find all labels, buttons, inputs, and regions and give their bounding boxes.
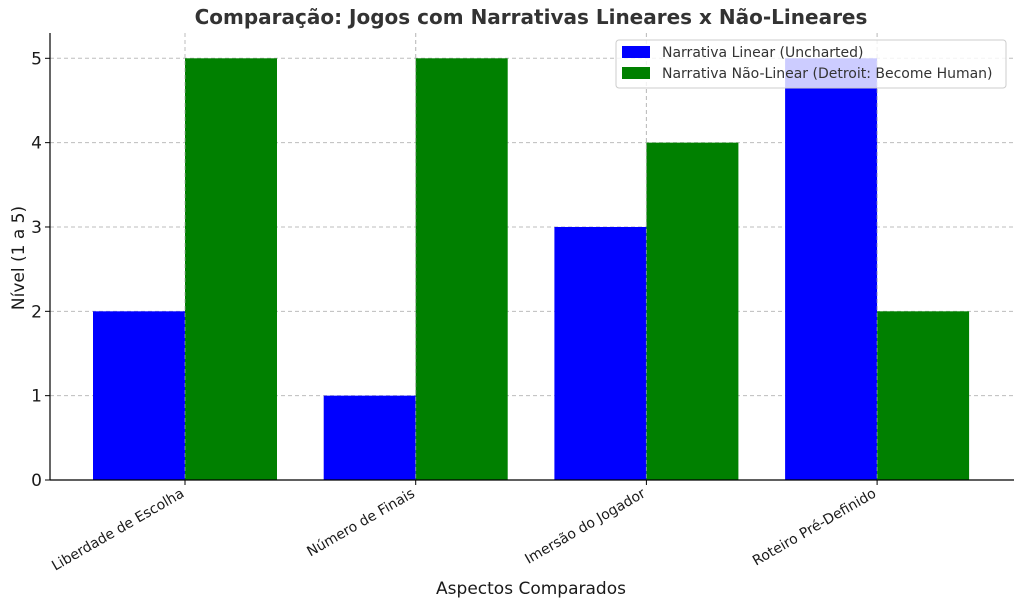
y-axis-label: Nível (1 a 5) (9, 206, 29, 310)
y-tick-label: 4 (31, 134, 42, 154)
x-tick-label: Número de Finais (304, 486, 417, 561)
x-tick-label: Imersão do Jogador (522, 485, 648, 567)
y-tick-label: 3 (31, 218, 42, 238)
legend-box (615, 39, 1007, 89)
bar (554, 226, 647, 480)
bar (93, 311, 185, 480)
bar (877, 311, 970, 480)
bars (93, 33, 970, 481)
legend: Narrativa Linear (Uncharted) Narrativa Nã… (615, 39, 1007, 89)
bar (185, 58, 277, 481)
legend-label: Narrativa Não-Linear (Detroit: Become Hu… (662, 66, 993, 82)
y-tick-label: 2 (31, 302, 42, 322)
y-ticks: 0 1 2 3 4 5 (31, 49, 50, 491)
axes (49, 33, 1014, 481)
bar (785, 58, 878, 481)
x-tick-label: Roteiro Pré-Definido (750, 486, 879, 570)
bar (415, 58, 508, 481)
legend-swatch (622, 46, 650, 58)
y-tick-label: 5 (31, 49, 42, 69)
x-axis-label: Aspectos Comparados (436, 579, 626, 599)
x-ticks: Liberdade de Escolha Número de Finais Imer… (49, 480, 879, 574)
legend-swatch (622, 67, 650, 79)
x-tick-label: Liberdade de Escolha (49, 486, 187, 575)
bar (323, 395, 416, 480)
bar (646, 142, 739, 480)
chart-title: Comparação: Jogos com Narrativas Lineare… (195, 5, 868, 29)
y-tick-label: 0 (31, 471, 42, 491)
legend-label: Narrativa Linear (Uncharted) (662, 45, 864, 61)
y-tick-label: 1 (31, 387, 42, 407)
